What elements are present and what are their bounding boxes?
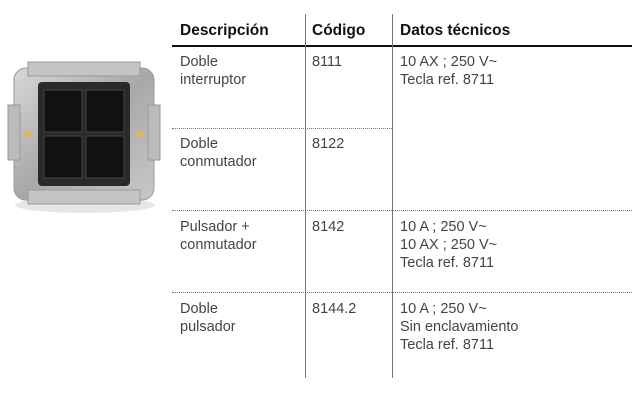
row-divider (172, 128, 392, 129)
header-rule (172, 45, 632, 47)
column-divider (392, 14, 393, 378)
text-line: Tecla ref. 8711 (400, 255, 495, 271)
specs: 10 A ; 250 V~ 10 AX ; 250 V~ Tecla ref. 87… (400, 218, 497, 272)
specs: 10 AX ; 250 V~ Tecla ref. 8711 (400, 53, 497, 89)
text-line: conmutador (180, 154, 257, 170)
text-line: Sin enclavamiento (400, 319, 519, 335)
text-line: 10 AX ; 250 V~ (400, 54, 498, 70)
description: Doble conmutador (180, 135, 257, 171)
code: 8144.2 (312, 301, 357, 317)
text-line: interruptor (180, 72, 247, 88)
text-line: Tecla ref. 8711 (400, 72, 495, 88)
text-line: Doble (180, 54, 218, 70)
text-line: 10 A ; 250 V~ (400, 301, 487, 317)
column-divider (305, 14, 306, 378)
text-line: Tecla ref. 8711 (400, 337, 495, 353)
text-line: pulsador (180, 319, 236, 335)
description: Pulsador + conmutador (180, 218, 257, 254)
text-line: conmutador (180, 237, 257, 253)
description: Doble pulsador (180, 300, 236, 336)
text-line: 10 A ; 250 V~ (400, 219, 487, 235)
text-line: Pulsador + (180, 219, 250, 235)
header-description: Descripción (180, 22, 269, 39)
code: 8111 (312, 54, 343, 70)
code: 8142 (312, 219, 345, 235)
specs: 10 A ; 250 V~ Sin enclavamiento Tecla ref.… (400, 300, 519, 354)
description: Doble interruptor (180, 53, 246, 89)
row-divider (172, 292, 632, 293)
text-line: 10 AX ; 250 V~ (400, 237, 498, 253)
header-code: Código (312, 22, 366, 39)
text-line: Doble (180, 136, 218, 152)
product-image (7, 61, 161, 213)
code: 8122 (312, 136, 345, 152)
header-specs: Datos técnicos (400, 22, 511, 39)
row-divider (172, 210, 632, 211)
text-line: Doble (180, 301, 218, 317)
